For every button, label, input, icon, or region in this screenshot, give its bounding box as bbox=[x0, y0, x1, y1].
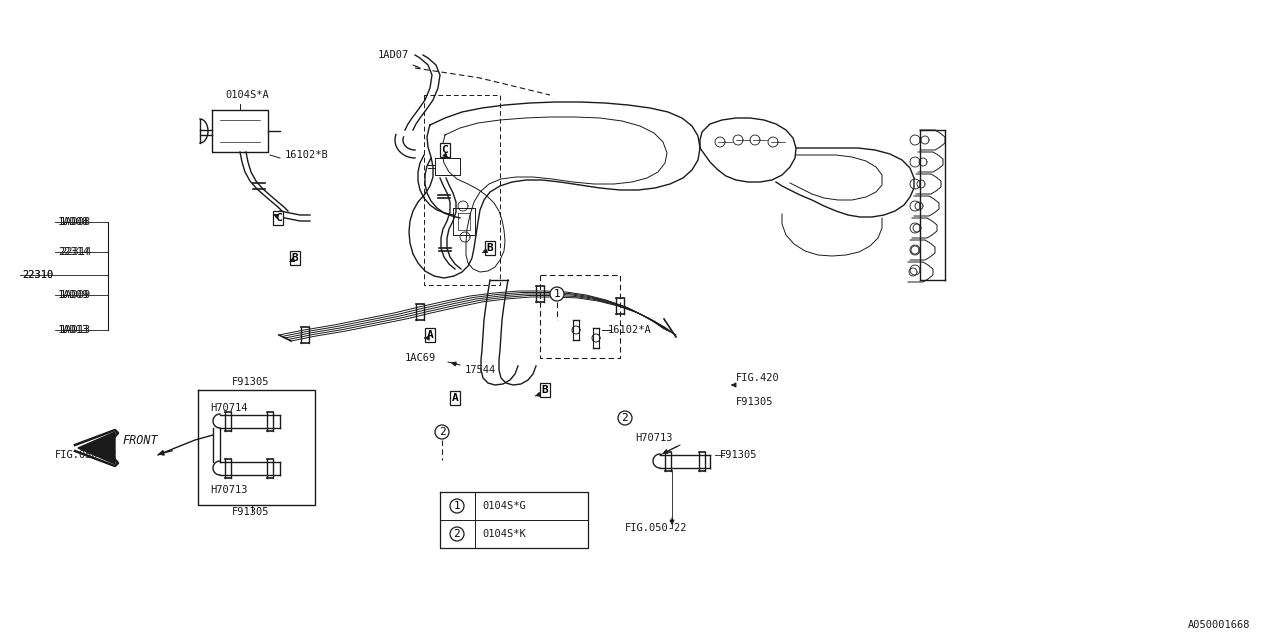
Text: 16102*A: 16102*A bbox=[608, 325, 652, 335]
Text: FIG.050-22: FIG.050-22 bbox=[625, 523, 687, 533]
Text: A: A bbox=[426, 330, 434, 340]
Text: F91305: F91305 bbox=[232, 507, 270, 517]
Text: 0104S*G: 0104S*G bbox=[483, 501, 526, 511]
Text: F91305: F91305 bbox=[736, 397, 773, 407]
Text: H70713: H70713 bbox=[635, 433, 672, 443]
Text: 0104S*K: 0104S*K bbox=[483, 529, 526, 539]
Text: 1: 1 bbox=[554, 289, 561, 299]
Text: H70713: H70713 bbox=[210, 485, 247, 495]
Polygon shape bbox=[78, 432, 115, 464]
Text: 1AD09: 1AD09 bbox=[58, 290, 90, 300]
Text: A: A bbox=[452, 393, 458, 403]
Text: F91305: F91305 bbox=[232, 377, 270, 387]
Text: 1AD07: 1AD07 bbox=[378, 50, 410, 60]
Text: 2: 2 bbox=[622, 413, 628, 423]
Text: 16102*B: 16102*B bbox=[285, 150, 329, 160]
Text: C: C bbox=[442, 145, 448, 155]
Text: B: B bbox=[541, 385, 548, 395]
Text: 1AD13: 1AD13 bbox=[60, 325, 91, 335]
Text: A050001668: A050001668 bbox=[1188, 620, 1251, 630]
Text: C: C bbox=[275, 213, 282, 223]
Text: FIG.420: FIG.420 bbox=[736, 373, 780, 383]
Text: 22314: 22314 bbox=[58, 247, 90, 257]
Text: FIG.050-22: FIG.050-22 bbox=[55, 450, 118, 460]
Text: 1AD08: 1AD08 bbox=[58, 217, 90, 227]
Text: 1AD13: 1AD13 bbox=[58, 325, 90, 335]
Text: 1AC69: 1AC69 bbox=[404, 353, 436, 363]
Text: F91305: F91305 bbox=[719, 450, 758, 460]
Text: B: B bbox=[486, 243, 493, 253]
Text: 22310: 22310 bbox=[22, 270, 54, 280]
Text: 1AD08: 1AD08 bbox=[60, 217, 91, 227]
Text: H70714: H70714 bbox=[210, 403, 247, 413]
Text: 0104S*A: 0104S*A bbox=[225, 90, 269, 100]
Text: 2: 2 bbox=[439, 427, 445, 437]
Text: 2: 2 bbox=[453, 529, 461, 539]
Text: FRONT: FRONT bbox=[122, 433, 157, 447]
Text: 22310: 22310 bbox=[22, 270, 54, 280]
Text: 22314: 22314 bbox=[60, 247, 91, 257]
Text: 1: 1 bbox=[453, 501, 461, 511]
Text: B: B bbox=[292, 253, 298, 263]
Text: 17544: 17544 bbox=[465, 365, 497, 375]
Text: 1AD09: 1AD09 bbox=[60, 290, 91, 300]
